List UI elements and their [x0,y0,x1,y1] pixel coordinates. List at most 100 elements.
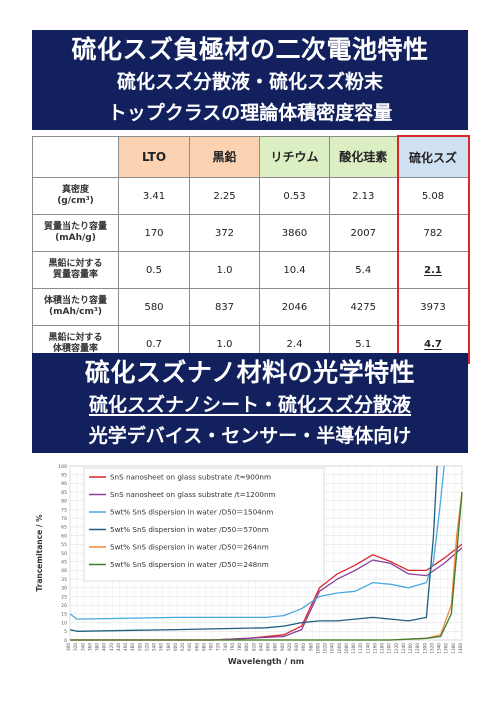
x-tick-label: 320 [73,643,78,651]
x-tick-label: 620 [180,643,185,651]
table-row: 黒鉛に対する 質量容量率 0.5 1.0 10.4 5.4 2.1 [32,251,470,289]
table-row: 体積当たり容量 (mAh/cm³) 580 837 2046 4275 3973 [32,288,470,326]
y-tick-label: 40 [61,568,67,574]
table-cell: 2.13 [329,177,398,215]
x-tick-label: 920 [287,643,292,651]
y-tick-label: 15 [61,612,67,618]
table-row: 質量当たり容量 (mAh/g) 170 372 3860 2007 782 [32,214,470,252]
y-tick-label: 45 [61,560,67,566]
table-cell: 3973 [396,288,470,326]
legend-box [83,467,325,582]
x-tick-label: 1400 [458,643,463,654]
y-tick-label: 60 [61,533,67,539]
row-label: 真密度 (g/cm³) [32,177,119,215]
x-tick-label: 660 [194,643,199,651]
x-tick-label: 420 [109,643,114,651]
table-cell: 1.0 [189,251,260,289]
x-tick-label: 1340 [437,643,442,654]
x-tick-label: 720 [216,643,221,651]
optical-tagline: 光学デバイス・センサー・半導体向け [88,425,412,447]
y-tick-label: 95 [61,473,67,479]
y-tick-label: 20 [61,603,67,609]
row-label: 体積当たり容量 (mAh/cm³) [32,288,119,326]
legend-label: 5wt% SnS dispersion in water /D50＝570nm [110,525,269,534]
capacity-comparison-table: LTO 黒鉛 リチウム 酸化珪素 硫化スズ 真密度 (g/cm³) 3.41 2.25… [32,135,470,364]
header-lithium: リチウム [259,135,330,178]
legend-label: SnS nanosheet on glass substrate /t=900n… [110,472,271,481]
x-tick-label: 560 [159,643,164,651]
row-label-top: 質量当たり容量 [43,222,107,232]
table-cell: 580 [118,288,190,326]
row-label-top: 体積当たり容量 [43,296,107,306]
x-tick-label: 480 [130,643,135,651]
x-tick-label: 1240 [401,643,406,654]
table-cell: 837 [189,288,260,326]
table-cell: 2046 [259,288,330,326]
header-graphite: 黒鉛 [189,135,260,178]
transmittance-chart: 0 5 10 15 20 25 30 35 40 45 50 55 60 65 70 75 80 85 90 95 10… [32,458,468,670]
x-tick-label: 1000 [315,643,320,654]
y-tick-label: 35 [61,577,67,583]
y-tick-label: 30 [61,586,67,592]
x-tick-label: 820 [251,643,256,651]
x-tick-label: 600 [173,643,178,651]
table-cell: 782 [396,214,470,252]
row-label: 質量当たり容量 (mAh/g) [32,214,119,252]
y-tick-label: 25 [61,594,67,600]
x-tick-label: 760 [230,643,235,651]
x-tick-label: 360 [87,643,92,651]
row-label-top: 黒鉛に対する [48,259,103,269]
legend-label: 5wt% SnS dispersion in water /D50＝264nm [110,542,269,551]
legend-label: 5wt% SnS dispersion in water /D50＝1504nm [110,507,273,516]
optical-subtitle: 硫化スズナノシート・硫化スズ分散液 [32,390,468,421]
table-cell: 4275 [329,288,398,326]
table-cell: 2007 [329,214,398,252]
series-line-6 [70,492,463,641]
series-line-2 [70,547,463,641]
x-axis-label: Wavelength / nm [228,657,304,666]
x-tick-label: 1140 [365,643,370,654]
battery-tagline: トップクラスの理論体積密度容量 [107,102,393,124]
table-cell: 5.08 [396,177,470,215]
y-tick-label: 5 [64,629,67,635]
table-cell: 2.25 [189,177,260,215]
y-tick-label: 70 [61,516,67,522]
table-cell: 0.5 [118,251,190,289]
y-tick-label: 75 [61,507,67,513]
table-cell: 10.4 [259,251,330,289]
x-tick-label: 1120 [358,643,363,654]
x-tick-label: 780 [237,643,242,651]
x-tick-label: 1180 [380,643,385,654]
x-tick-label: 900 [280,643,285,651]
header-silicon-oxide: 酸化珪素 [329,135,398,178]
y-tick-label: 65 [61,525,67,531]
x-tick-label: 980 [308,643,313,651]
x-tick-label: 380 [95,643,100,651]
y-tick-label: 85 [61,490,67,496]
y-axis-label: Trancemitance / % [35,514,44,592]
table-header-row: LTO 黒鉛 リチウム 酸化珪素 硫化スズ [32,135,470,178]
y-tick-label: 90 [61,481,67,487]
x-tick-label: 1160 [372,643,377,654]
series-line-4 [69,465,438,632]
x-tick-label: 1060 [337,643,342,654]
legend-label: 5wt% SnS dispersion in water /D50＝248nm [110,560,269,569]
row-label-bottom: 体積容量率 [52,344,98,355]
table-cell: 5.4 [329,251,398,289]
x-tick-label: 740 [223,643,228,651]
y-tick-label: 55 [61,542,67,548]
row-label-top: 黒鉛に対する [48,333,103,344]
x-tick-label: 580 [166,643,171,651]
header-lto: LTO [118,135,190,178]
table-cell: 170 [118,214,190,252]
row-label: 黒鉛に対する 質量容量率 [32,251,119,289]
battery-title: 硫化スズ負極材の二次電池特性 [71,35,429,64]
y-tick-label: 0 [64,638,67,644]
row-label-bottom: (g/cm³) [57,196,94,206]
x-tick-label: 880 [273,643,278,651]
x-tick-label: 460 [123,643,128,651]
header-blank [32,135,119,178]
x-tick-label: 300 [66,643,71,651]
table-cell: 3860 [259,214,330,252]
row-label-bottom: 質量容量率 [52,270,98,280]
